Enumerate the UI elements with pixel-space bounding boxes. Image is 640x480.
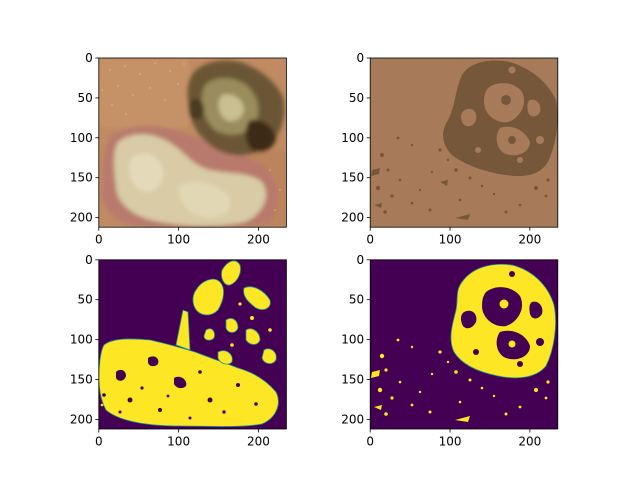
y-tick-label: 50 — [78, 91, 93, 105]
x-tick-label: 0 — [366, 233, 374, 247]
x-tick-label: 0 — [95, 435, 103, 449]
y-tick-label: 100 — [341, 131, 364, 145]
y-tick-label: 200 — [341, 211, 364, 225]
panel-top-left-frame — [98, 57, 287, 228]
panel-bottom-left-mask — [98, 259, 287, 429]
y-tick-label: 50 — [78, 293, 93, 307]
x-tick-label: 0 — [366, 435, 374, 449]
y-tick-label: 150 — [70, 171, 93, 185]
panel-top-left-photo — [98, 58, 287, 228]
y-tick-label: 150 — [341, 171, 364, 185]
y-tick-label: 0 — [357, 253, 365, 267]
y-tick-label: 100 — [70, 333, 93, 347]
y-tick-label: 50 — [349, 91, 364, 105]
y-tick-label: 0 — [85, 253, 93, 267]
y-tick-label: 200 — [341, 412, 364, 426]
y-tick-label: 100 — [70, 131, 93, 145]
x-tick-label: 100 — [167, 233, 190, 247]
panel-top-right-frame — [369, 57, 559, 228]
x-tick-label: 200 — [247, 435, 270, 449]
y-tick-label: 200 — [70, 211, 93, 225]
panel-bottom-left-frame — [98, 259, 287, 430]
y-tick-label: 100 — [341, 333, 364, 347]
y-tick-label: 50 — [349, 293, 364, 307]
x-tick-label: 200 — [247, 233, 270, 247]
x-tick-label: 200 — [518, 233, 541, 247]
panel-top-right-segmentation — [370, 58, 558, 228]
panel-bottom-right-frame — [369, 259, 559, 430]
panel-bottom-right-mask — [370, 259, 558, 429]
x-tick-label: 100 — [167, 435, 190, 449]
y-tick-label: 0 — [357, 51, 365, 65]
y-tick-label: 150 — [70, 373, 93, 387]
x-tick-label: 100 — [439, 233, 462, 247]
x-tick-label: 100 — [439, 435, 462, 449]
y-tick-label: 0 — [85, 51, 93, 65]
x-tick-label: 200 — [518, 435, 541, 449]
x-tick-label: 0 — [95, 233, 103, 247]
y-tick-label: 150 — [341, 373, 364, 387]
y-tick-label: 200 — [70, 412, 93, 426]
